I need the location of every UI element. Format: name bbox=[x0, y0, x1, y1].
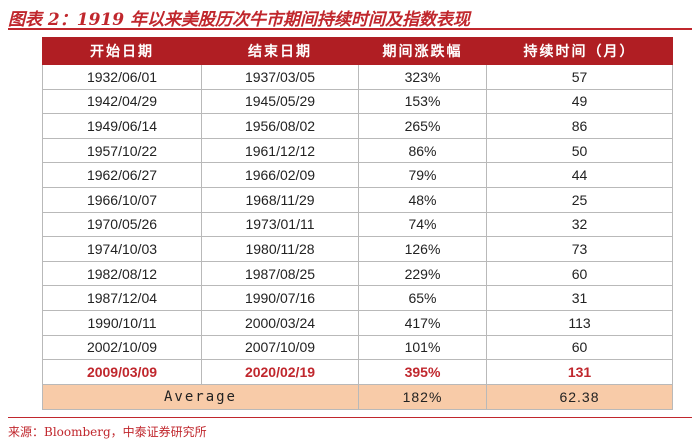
end-date-cell: 1956/08/02 bbox=[201, 113, 359, 139]
change-cell: 65% bbox=[358, 285, 487, 311]
bull-market-table: 开始日期 结束日期 期间涨跌幅 持续时间（月） 1932/06/01 1937/0… bbox=[42, 37, 673, 410]
table-row: 1942/04/29 1945/05/29 153% 49 bbox=[42, 88, 673, 115]
table-row: 1990/10/11 2000/03/24 417% 113 bbox=[42, 309, 673, 336]
table-header-row: 开始日期 结束日期 期间涨跌幅 持续时间（月） bbox=[42, 37, 673, 65]
start-date-cell: 2009/03/09 bbox=[42, 359, 202, 385]
duration-cell: 31 bbox=[486, 285, 673, 311]
table-row: 1949/06/14 1956/08/02 265% 86 bbox=[42, 113, 673, 139]
start-date-cell: 2002/10/09 bbox=[42, 334, 202, 361]
change-cell: 101% bbox=[358, 334, 487, 361]
change-cell: 395% bbox=[358, 359, 487, 385]
change-cell: 48% bbox=[358, 186, 487, 213]
duration-cell: 113 bbox=[486, 309, 673, 336]
start-date-cell: 1932/06/01 bbox=[42, 64, 202, 90]
end-date-cell: 1980/11/28 bbox=[201, 236, 359, 262]
duration-cell: 60 bbox=[486, 334, 673, 361]
duration-cell: 131 bbox=[486, 359, 673, 385]
table-row: 1970/05/26 1973/01/11 74% 32 bbox=[42, 211, 673, 238]
end-date-cell: 2007/10/09 bbox=[201, 334, 359, 361]
source-note: 来源：Bloomberg，中泰证券研究所 bbox=[8, 425, 207, 439]
duration-cell: 86 bbox=[486, 113, 673, 139]
end-date-cell: 1945/05/29 bbox=[201, 88, 359, 115]
end-date-cell: 2020/02/19 bbox=[201, 359, 359, 385]
change-cell: 79% bbox=[358, 162, 487, 188]
end-date-cell: 1990/07/16 bbox=[201, 285, 359, 311]
start-date-cell: 1970/05/26 bbox=[42, 211, 202, 238]
footer-divider bbox=[8, 417, 692, 418]
end-date-cell: 1961/12/12 bbox=[201, 137, 359, 164]
change-cell: 323% bbox=[358, 64, 487, 90]
start-date-cell: 1957/10/22 bbox=[42, 137, 202, 164]
table-row: 1966/10/07 1968/11/29 48% 25 bbox=[42, 186, 673, 213]
header-duration: 持续时间（月） bbox=[486, 37, 673, 65]
table-row: 1962/06/27 1966/02/09 79% 44 bbox=[42, 162, 673, 188]
change-cell: 153% bbox=[358, 88, 487, 115]
start-date-cell: 1966/10/07 bbox=[42, 186, 202, 213]
change-cell: 74% bbox=[358, 211, 487, 238]
duration-cell: 73 bbox=[486, 236, 673, 262]
duration-cell: 57 bbox=[486, 64, 673, 90]
end-date-cell: 1973/01/11 bbox=[201, 211, 359, 238]
start-date-cell: 1982/08/12 bbox=[42, 260, 202, 287]
end-date-cell: 1968/11/29 bbox=[201, 186, 359, 213]
table-row: 1957/10/22 1961/12/12 86% 50 bbox=[42, 137, 673, 164]
duration-cell: 49 bbox=[486, 88, 673, 115]
end-date-cell: 1966/02/09 bbox=[201, 162, 359, 188]
table-row: 2002/10/09 2007/10/09 101% 60 bbox=[42, 334, 673, 361]
change-cell: 417% bbox=[358, 309, 487, 336]
header-change: 期间涨跌幅 bbox=[358, 37, 487, 65]
table-row: 1932/06/01 1937/03/05 323% 57 bbox=[42, 64, 673, 90]
end-date-cell: 1937/03/05 bbox=[201, 64, 359, 90]
table-body: 1932/06/01 1937/03/05 323% 57 1942/04/29 1945… bbox=[42, 64, 673, 410]
duration-cell: 32 bbox=[486, 211, 673, 238]
change-cell: 265% bbox=[358, 113, 487, 139]
table-row: 1982/08/12 1987/08/25 229% 60 bbox=[42, 260, 673, 287]
change-cell: 229% bbox=[358, 260, 487, 287]
duration-cell: 44 bbox=[486, 162, 673, 188]
figure-title: 图表 2：1919 年以来美股历次牛市期间持续时间及指数表现 bbox=[8, 10, 470, 30]
table-row: 1987/12/04 1990/07/16 65% 31 bbox=[42, 285, 673, 311]
start-date-cell: 1942/04/29 bbox=[42, 88, 202, 115]
duration-cell: 25 bbox=[486, 186, 673, 213]
change-cell: 126% bbox=[358, 236, 487, 262]
start-date-cell: 1949/06/14 bbox=[42, 113, 202, 139]
end-date-cell: 1987/08/25 bbox=[201, 260, 359, 287]
start-date-cell: 1962/06/27 bbox=[42, 162, 202, 188]
table-row: 2009/03/09 2020/02/19 395% 131 bbox=[42, 359, 673, 385]
average-label: Average bbox=[42, 383, 359, 410]
duration-cell: 60 bbox=[486, 260, 673, 287]
average-change: 182% bbox=[358, 383, 487, 410]
start-date-cell: 1990/10/11 bbox=[42, 309, 202, 336]
average-duration: 62.38 bbox=[486, 383, 673, 410]
title-divider bbox=[8, 28, 692, 30]
end-date-cell: 2000/03/24 bbox=[201, 309, 359, 336]
header-end-date: 结束日期 bbox=[201, 37, 359, 65]
change-cell: 86% bbox=[358, 137, 487, 164]
start-date-cell: 1974/10/03 bbox=[42, 236, 202, 262]
table-row: 1974/10/03 1980/11/28 126% 73 bbox=[42, 236, 673, 262]
average-row: Average 182% 62.38 bbox=[42, 383, 673, 410]
duration-cell: 50 bbox=[486, 137, 673, 164]
start-date-cell: 1987/12/04 bbox=[42, 285, 202, 311]
header-start-date: 开始日期 bbox=[42, 37, 202, 65]
